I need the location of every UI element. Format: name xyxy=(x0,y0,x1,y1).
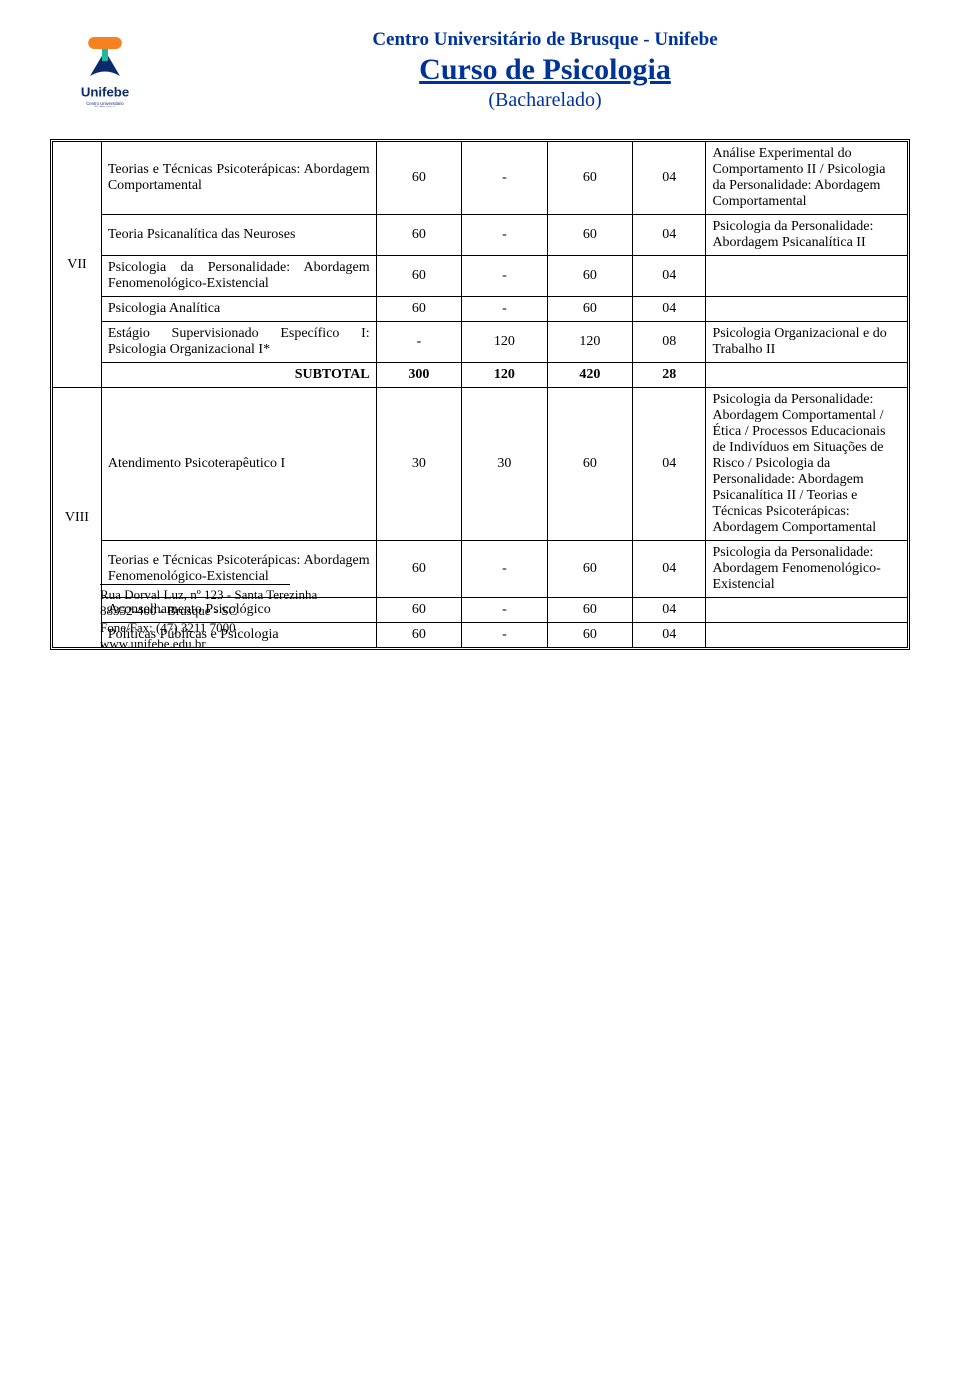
subtotal-value: 28 xyxy=(633,363,706,388)
num-cell: 60 xyxy=(547,256,633,297)
num-cell: 60 xyxy=(376,541,462,598)
num-cell: 60 xyxy=(547,142,633,215)
footer-phone-line: Fone/Fax: (47) 3211 7000 xyxy=(100,620,317,636)
course-cell: Psicologia Analítica xyxy=(101,297,376,322)
num-cell: 04 xyxy=(633,541,706,598)
num-cell: 30 xyxy=(462,388,548,541)
num-cell: 60 xyxy=(547,598,633,623)
page-footer: Rua Dorval Luz, nº 123 - Santa Terezinha… xyxy=(100,584,317,652)
footer-url-line: www.unifebe.edu.br xyxy=(100,636,317,652)
prereq-cell xyxy=(706,623,908,648)
prereq-cell: Psicologia Organizacional e do Trabalho … xyxy=(706,322,908,363)
footer-address-line: 88352-400 - Brusque - SC xyxy=(100,603,317,619)
table-row: Teoria Psicanalítica das Neuroses 60 - 6… xyxy=(53,215,908,256)
num-cell: 60 xyxy=(376,297,462,322)
num-cell: - xyxy=(462,297,548,322)
num-cell: 08 xyxy=(633,322,706,363)
table-row: Psicologia Analítica 60 - 60 04 xyxy=(53,297,908,322)
course-cell: Atendimento Psicoterapêutico I xyxy=(101,388,376,541)
semester-cell: VIII xyxy=(53,388,102,648)
num-cell: - xyxy=(462,142,548,215)
unifebe-wordmark-icon: Unifebe Centro Universitário de Brusque xyxy=(55,85,155,107)
course-cell: Teorias e Técnicas Psicoterápicas: Abord… xyxy=(101,142,376,215)
subtotal-row: SUBTOTAL 300 120 420 28 xyxy=(53,363,908,388)
num-cell: 120 xyxy=(547,322,633,363)
table-row: VII Teorias e Técnicas Psicoterápicas: A… xyxy=(53,142,908,215)
svg-text:Unifebe: Unifebe xyxy=(81,85,129,100)
num-cell: - xyxy=(462,256,548,297)
prereq-cell: Psicologia da Personalidade: Abordagem F… xyxy=(706,541,908,598)
num-cell: 60 xyxy=(547,215,633,256)
svg-text:de Brusque: de Brusque xyxy=(94,105,116,107)
num-cell: 04 xyxy=(633,623,706,648)
prereq-cell xyxy=(706,256,908,297)
num-cell: 04 xyxy=(633,388,706,541)
logo: Unifebe Centro Universitário de Brusque xyxy=(50,25,160,115)
prereq-cell xyxy=(706,363,908,388)
prereq-cell: Psicologia da Personalidade: Abordagem P… xyxy=(706,215,908,256)
footer-address-line: Rua Dorval Luz, nº 123 - Santa Terezinha xyxy=(100,587,317,603)
footer-divider xyxy=(100,584,290,585)
num-cell: - xyxy=(462,598,548,623)
institution-name: Centro Universitário de Brusque - Unifeb… xyxy=(180,29,910,51)
subtotal-value: 300 xyxy=(376,363,462,388)
subtotal-label: SUBTOTAL xyxy=(101,363,376,388)
num-cell: 60 xyxy=(376,256,462,297)
num-cell: 60 xyxy=(547,297,633,322)
num-cell: 30 xyxy=(376,388,462,541)
prereq-cell: Psicologia da Personalidade: Abordagem C… xyxy=(706,388,908,541)
page-header: Unifebe Centro Universitário de Brusque … xyxy=(50,25,910,115)
num-cell: 04 xyxy=(633,215,706,256)
num-cell: 60 xyxy=(547,388,633,541)
num-cell: 60 xyxy=(376,623,462,648)
header-titles: Centro Universitário de Brusque - Unifeb… xyxy=(180,29,910,112)
num-cell: 60 xyxy=(547,541,633,598)
num-cell: 120 xyxy=(462,322,548,363)
num-cell: 04 xyxy=(633,598,706,623)
num-cell: - xyxy=(376,322,462,363)
course-title: Curso de Psicologia xyxy=(180,53,910,87)
semester-cell: VII xyxy=(53,142,102,388)
curriculum-table-frame: VII Teorias e Técnicas Psicoterápicas: A… xyxy=(50,139,910,650)
table-row: Estágio Supervisionado Específico I: Psi… xyxy=(53,322,908,363)
course-cell: Estágio Supervisionado Específico I: Psi… xyxy=(101,322,376,363)
num-cell: 60 xyxy=(547,623,633,648)
subtotal-value: 420 xyxy=(547,363,633,388)
course-cell: Psicologia da Personalidade: Abordagem F… xyxy=(101,256,376,297)
table-row: VIII Atendimento Psicoterapêutico I 30 3… xyxy=(53,388,908,541)
prereq-cell xyxy=(706,598,908,623)
degree-type: (Bacharelado) xyxy=(180,89,910,112)
num-cell: - xyxy=(462,623,548,648)
table-row: Psicologia da Personalidade: Abordagem F… xyxy=(53,256,908,297)
num-cell: 60 xyxy=(376,142,462,215)
num-cell: 04 xyxy=(633,256,706,297)
num-cell: 60 xyxy=(376,215,462,256)
num-cell: 60 xyxy=(376,598,462,623)
num-cell: - xyxy=(462,215,548,256)
num-cell: 04 xyxy=(633,142,706,215)
num-cell: 04 xyxy=(633,297,706,322)
num-cell: - xyxy=(462,541,548,598)
prereq-cell xyxy=(706,297,908,322)
unifebe-figure-icon xyxy=(75,33,135,83)
prereq-cell: Análise Experimental do Comportamento II… xyxy=(706,142,908,215)
subtotal-value: 120 xyxy=(462,363,548,388)
curriculum-table: VII Teorias e Técnicas Psicoterápicas: A… xyxy=(52,141,908,648)
course-cell: Teoria Psicanalítica das Neuroses xyxy=(101,215,376,256)
